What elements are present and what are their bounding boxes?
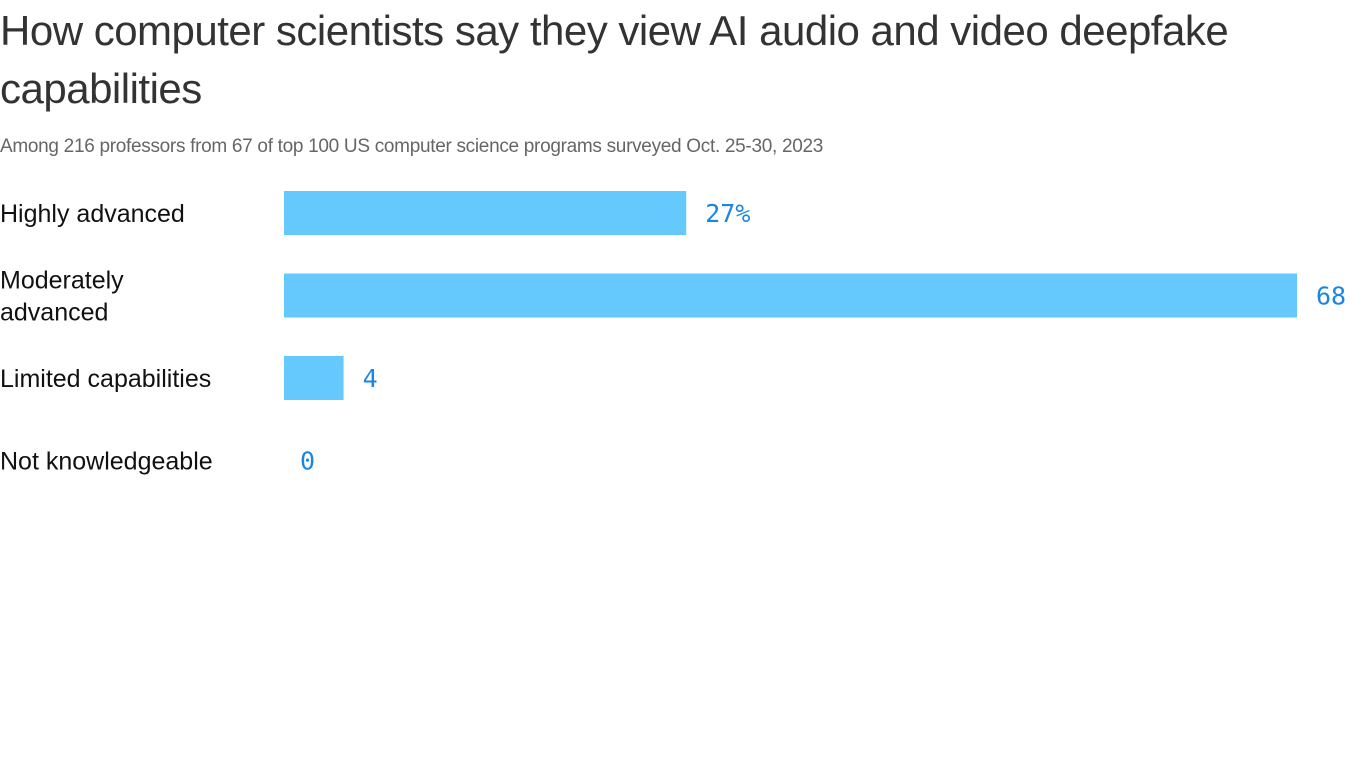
bar — [284, 191, 687, 235]
chart-title: How computer scientists say they view AI… — [0, 7, 1229, 112]
category-label: Limited capabilities — [0, 365, 211, 393]
category-label: Not knowledgeable — [0, 448, 213, 476]
data-label: 68 — [1316, 282, 1346, 311]
category-label: Highly advanced — [0, 200, 185, 228]
data-label: 27% — [705, 199, 750, 228]
bar — [284, 356, 344, 400]
data-label: 4 — [363, 364, 378, 393]
chart-subtitle: Among 216 professors from 67 of top 100 … — [0, 136, 824, 157]
bar — [284, 273, 1297, 318]
data-label: 0 — [300, 447, 315, 476]
category-label: Moderately advanced — [0, 267, 124, 327]
